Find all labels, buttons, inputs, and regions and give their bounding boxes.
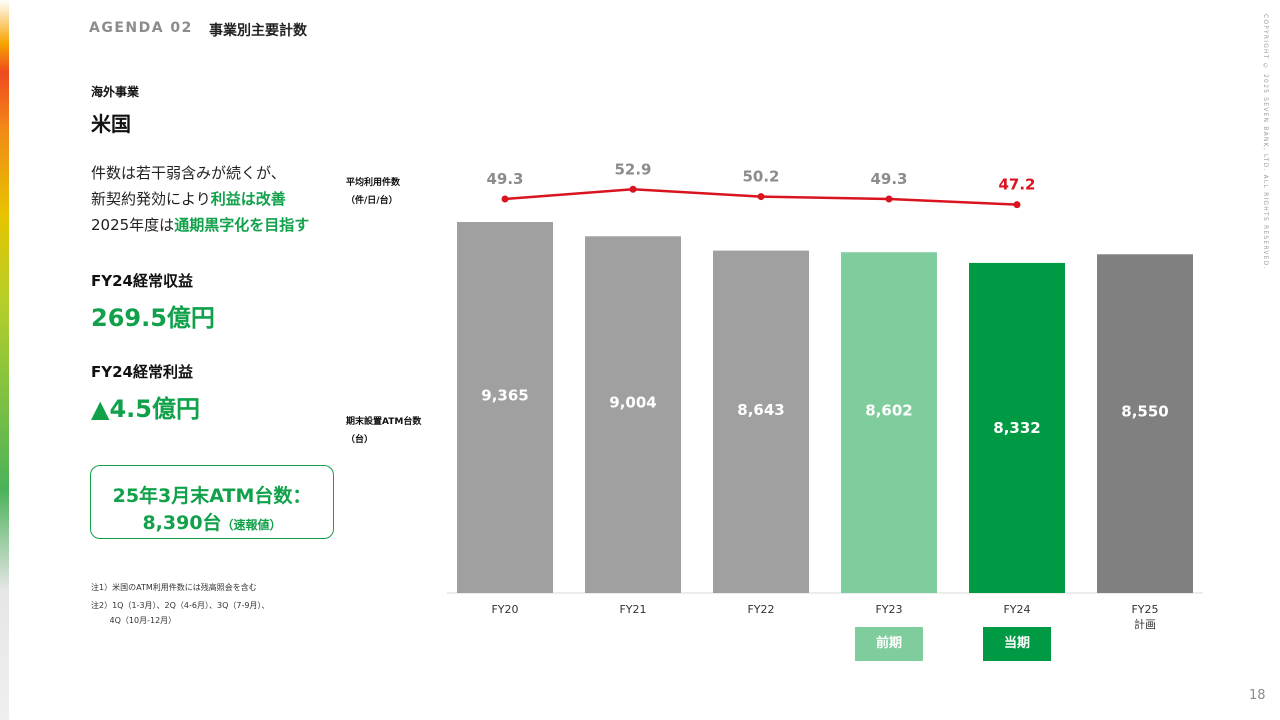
period-tag: 前期 [855, 627, 923, 661]
atm-box-line1: 25年3月末ATM台数： [112, 485, 312, 507]
decorative-gradient-edge [0, 0, 9, 720]
summary-text: 件数は若干弱含みが続くが、 新契約発効により利益は改善 2025年度は通期黒字化… [91, 160, 309, 238]
line-value-label: 52.9 [614, 160, 651, 178]
bar-value-label: 9,365 [481, 387, 528, 405]
line-axis-caption: 平均利用件数 [346, 176, 401, 188]
atm-box-line2: 8,390台（速報値） [142, 512, 282, 534]
bar-axis-caption: （台） [346, 433, 373, 445]
footnote-3: 4Q（10月-12月） [91, 616, 177, 625]
kpi-profit-value: ▲4.5億円 [91, 395, 200, 423]
x-tick-label: FY20 [491, 603, 518, 616]
agenda-label: AGENDA 02 [89, 20, 193, 36]
copyright-notice: COPYRIGHT © 2025 SEVEN BANK, LTD. ALL RI… [1262, 14, 1269, 270]
footnote-1: 注1）米国のATM利用件数には残高照会を含む [91, 583, 257, 592]
bar-value-label: 8,332 [993, 419, 1040, 437]
x-tick-label: FY21 [619, 603, 646, 616]
line-value-label: 49.3 [486, 170, 523, 188]
bar-fy20 [457, 222, 553, 593]
line-value-label: 50.2 [742, 168, 779, 186]
line-axis-caption: （件/日/台） [346, 194, 398, 206]
x-tick-label: FY23 [875, 603, 902, 616]
x-tick-label: 計画 [1134, 617, 1156, 631]
bar-fy24 [969, 262, 1065, 593]
atm-chart: 平均利用件数 （件/日/台） 期末設置ATM台数 （台） 9,365 FY20 9,004 F… [346, 160, 1203, 631]
bar-value-label: 9,004 [609, 394, 656, 412]
line-value-label: 47.2 [998, 176, 1035, 194]
line-value-label: 49.3 [870, 170, 907, 188]
bar-value-label: 8,550 [1121, 403, 1168, 421]
atm-count-box: 25年3月末ATM台数： 8,390台（速報値） [90, 465, 334, 539]
kpi-profit-label: FY24経常利益 [91, 363, 193, 381]
bar-fy22 [713, 250, 809, 593]
bar-value-label: 8,602 [865, 402, 912, 420]
bar-axis-caption: 期末設置ATM台数 [346, 415, 422, 427]
kpi-revenue-label: FY24経常収益 [91, 272, 193, 290]
period-tag: 当期 [983, 627, 1051, 661]
region-title: 米国 [91, 112, 131, 136]
kpi-revenue-value: 269.5億円 [91, 304, 215, 332]
agenda-title: 事業別主要計数 [209, 23, 307, 39]
line-point [1013, 201, 1021, 209]
line-point [501, 195, 509, 203]
line-point [885, 195, 893, 203]
summary-line-1: 件数は若干弱含みが続くが、 [91, 164, 286, 182]
x-tick-label: FY25 [1131, 603, 1158, 616]
page-number: 18 [1249, 688, 1266, 703]
bar-fy25 [1097, 254, 1193, 593]
line-point [757, 193, 765, 201]
line-point [629, 185, 637, 193]
bar-fy21 [585, 236, 681, 593]
summary-line-2: 新契約発効により利益は改善 [91, 190, 286, 208]
footnote-2: 注2）1Q（1-3月）、2Q（4-6月）、3Q（7-9月）、 [91, 601, 270, 610]
bar-fy23 [841, 252, 937, 593]
summary-line-3: 2025年度は通期黒字化を目指す [91, 216, 310, 234]
section-label: 海外事業 [91, 85, 140, 99]
bar-value-label: 8,643 [737, 401, 784, 419]
x-tick-label: FY22 [747, 603, 774, 616]
x-tick-label: FY24 [1003, 603, 1030, 616]
